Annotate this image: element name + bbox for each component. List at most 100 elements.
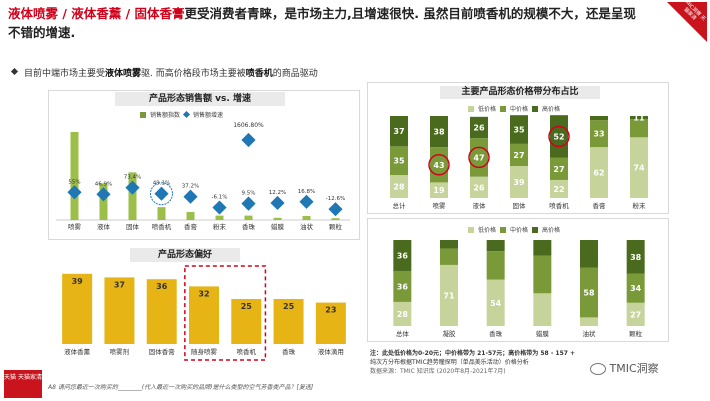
segment-label: 19 bbox=[433, 186, 445, 195]
segment-label: 28 bbox=[393, 183, 405, 192]
legend-swatch-mid-2 bbox=[500, 226, 507, 233]
growth-label: 73.4% bbox=[124, 175, 141, 181]
chart4-title: 产品形态偏好 bbox=[130, 248, 240, 262]
growth-marker bbox=[154, 186, 169, 201]
segment-label: 27 bbox=[553, 165, 564, 174]
category-label: 总体 bbox=[396, 329, 410, 338]
sales-bar bbox=[302, 215, 311, 220]
stack-segment bbox=[430, 182, 448, 198]
legend-swatch-high-2 bbox=[532, 226, 539, 233]
bullet-icon bbox=[10, 67, 19, 76]
category-label: 颗粒 bbox=[629, 329, 643, 338]
chart3-legend: 低价格 中价格 高价格 bbox=[468, 225, 560, 234]
subtitle-mid: 驱. 而高价格段市场主要被 bbox=[141, 69, 246, 79]
bar-value: 25 bbox=[241, 302, 253, 311]
category-label: 蜡膜 bbox=[536, 329, 550, 338]
category-label: 凝胶 bbox=[443, 329, 457, 338]
highlight-circle bbox=[428, 154, 450, 176]
stack-segment bbox=[510, 143, 528, 167]
category-label: 液体 bbox=[473, 201, 487, 210]
sales-bar bbox=[99, 183, 108, 220]
brand-logo: 天猫 天猫家清 bbox=[4, 370, 42, 398]
segment-label: 22 bbox=[553, 185, 564, 194]
outlier-marker bbox=[241, 132, 256, 148]
legend-high-label-2: 高价格 bbox=[542, 227, 561, 234]
preference-bar bbox=[104, 277, 135, 344]
category-label: 固体 bbox=[126, 222, 140, 231]
category-label: 喷香机 bbox=[549, 201, 569, 210]
stack-segment bbox=[470, 116, 488, 139]
preference-bar bbox=[189, 286, 219, 344]
stack-segment bbox=[440, 264, 458, 326]
category-label: 喷香机 bbox=[237, 347, 257, 356]
category-label: 香膏 bbox=[593, 201, 607, 210]
legend-swatch-mid bbox=[500, 105, 507, 112]
legend-swatch-growth bbox=[182, 110, 191, 119]
category-label: 油状 bbox=[583, 329, 597, 338]
segment-label: 33 bbox=[593, 130, 604, 139]
stack-segment bbox=[440, 240, 458, 249]
category-label: 油状 bbox=[300, 222, 314, 231]
growth-label: -12.6% bbox=[326, 196, 345, 202]
preference-bar bbox=[315, 302, 346, 344]
growth-marker bbox=[125, 180, 140, 195]
bar-value: 39 bbox=[72, 277, 84, 286]
growth-marker bbox=[328, 202, 343, 217]
growth-label: 12.2% bbox=[269, 190, 286, 196]
page-title: 液体喷雾 / 液体香薰 / 固体香膏更受消费者青睐，是市场主力,且增速很快. 虽… bbox=[8, 4, 648, 42]
legend-low-label: 低价格 bbox=[478, 106, 497, 113]
price-note-2: 纯次方分布根据TMIC趋势瞳探明（单品美乐活动）价格分析 bbox=[370, 359, 529, 366]
legend-swatch-low bbox=[468, 105, 474, 112]
preference-bar bbox=[62, 273, 93, 344]
segment-label: 27 bbox=[630, 310, 641, 319]
bar-value: 25 bbox=[283, 302, 295, 311]
legend-mid-label-2: 中价格 bbox=[510, 227, 529, 234]
preference-bar bbox=[273, 299, 304, 344]
stack-segment bbox=[393, 301, 412, 326]
sales-bar bbox=[244, 215, 253, 220]
legend-swatch-low-2 bbox=[468, 226, 474, 233]
chart1-svg: 喷雾 55% 液体 46.9% 固体 73.4% 喷香机 49.1% 香膏 37.2% 粉末 -6.1… bbox=[56, 122, 350, 231]
stack-segment bbox=[440, 248, 458, 265]
sales-bar bbox=[70, 132, 79, 220]
growth-marker bbox=[96, 187, 111, 202]
category-label: 粉末 bbox=[633, 201, 647, 210]
bar-value: 32 bbox=[198, 289, 209, 298]
growth-label: 16.8% bbox=[298, 189, 315, 195]
category-label: 液体 bbox=[97, 222, 111, 231]
segment-label: 71 bbox=[443, 291, 455, 300]
chart1-legend: 销售额指数 销售额增速 bbox=[140, 110, 223, 119]
category-label: 液体滴用 bbox=[318, 347, 344, 356]
subtitle-bold-2: 喷香机 bbox=[245, 69, 273, 79]
legend-growth-label: 销售额增速 bbox=[193, 112, 224, 119]
chart2-title: 主要产品形态价格带分布占比 bbox=[440, 86, 600, 99]
highlight-box bbox=[184, 265, 267, 361]
category-label: 固体香膏 bbox=[149, 347, 176, 356]
stack-segment bbox=[390, 175, 408, 198]
segment-label: 43 bbox=[433, 161, 444, 170]
sales-bar bbox=[331, 218, 340, 220]
subtitle-post: 的商品驱动 bbox=[272, 69, 318, 79]
bar-value: 37 bbox=[114, 280, 125, 289]
sales-bar bbox=[186, 211, 195, 220]
survey-footnote: A8 请问您最近一次购买的________(代入最近一次购买的品牌)是什么类型的… bbox=[48, 384, 314, 391]
segment-label: 11 bbox=[633, 114, 645, 123]
stack-segment bbox=[533, 240, 552, 256]
category-label: 喷雾 bbox=[433, 201, 447, 210]
chart1-title: 产品形态销售额 vs. 增速 bbox=[115, 92, 285, 106]
stack-segment bbox=[590, 120, 608, 148]
subtitle-bold-1: 液体喷雾 bbox=[105, 69, 142, 79]
stack-segment bbox=[590, 147, 608, 198]
category-label: 香珠 bbox=[282, 347, 296, 356]
stack-segment bbox=[430, 116, 448, 148]
stack-segment bbox=[630, 116, 648, 120]
segment-label: 26 bbox=[473, 183, 485, 192]
stack-segment bbox=[580, 240, 598, 268]
stack-segment bbox=[510, 166, 528, 198]
stack-segment bbox=[510, 115, 528, 144]
title-rest: 更受消费者青睐，是市场主力,且增速很快. 虽然目前喷香机的规模不大，还是呈现不错… bbox=[8, 6, 636, 40]
legend-swatch-sales bbox=[140, 111, 146, 118]
outlier-label: 1606.80% bbox=[233, 122, 264, 129]
segment-label: 28 bbox=[397, 310, 409, 319]
segment-label: 35 bbox=[513, 126, 525, 135]
